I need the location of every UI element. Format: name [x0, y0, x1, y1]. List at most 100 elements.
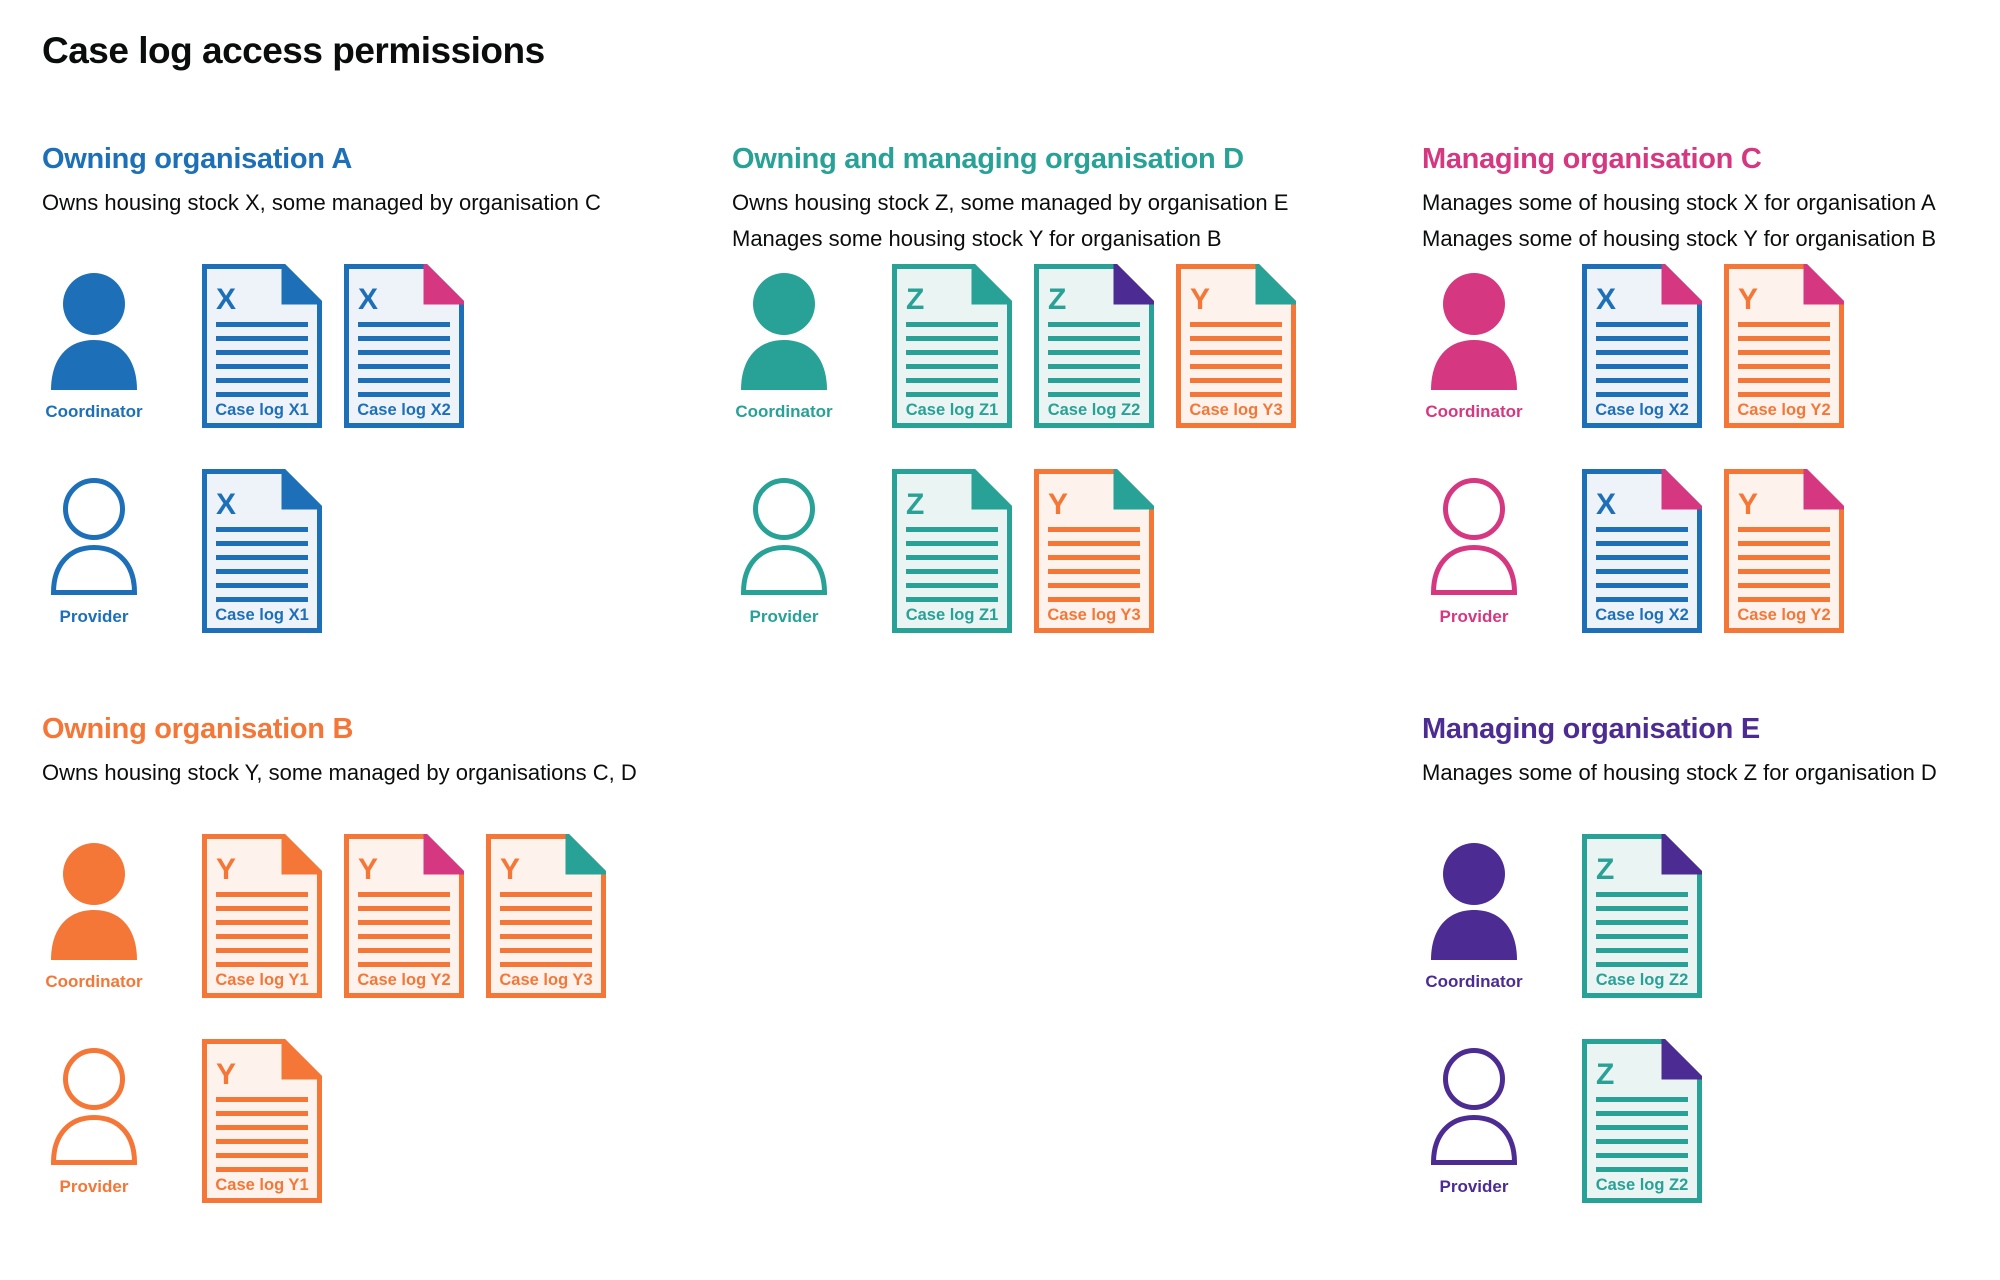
document-fold-corner	[1113, 264, 1154, 305]
provider-cell: Provider	[1422, 1039, 1560, 1203]
org-section-owning-organisation-b: Owning organisation B Owns housing stock …	[42, 712, 702, 1272]
document-text-line	[906, 392, 998, 397]
document-text-line	[1190, 378, 1282, 383]
role-label: Provider	[1439, 607, 1509, 626]
document-page	[1724, 469, 1844, 633]
case-log-label: Case log Y1	[215, 1176, 308, 1194]
document-text-line	[906, 322, 998, 327]
org-description-line: Manages some housing stock Y for organis…	[732, 226, 1222, 251]
document-fold-corner	[1661, 1039, 1702, 1080]
case-log-label: Case log X1	[215, 606, 309, 624]
document-text-line	[216, 336, 308, 341]
stock-letter: Z	[906, 488, 924, 521]
stock-letter: X	[1596, 488, 1616, 521]
document-page	[202, 469, 322, 633]
coordinator-row: Coordinator X Case log X1 X Case log X2	[42, 264, 464, 428]
document-text-line	[1048, 350, 1140, 355]
document-text-line	[1048, 392, 1140, 397]
coordinator-cell: Coordinator	[42, 834, 180, 998]
document-text-line	[216, 378, 308, 383]
document-text-line	[1738, 336, 1830, 341]
document-text-line	[1596, 541, 1688, 546]
document-text-line	[906, 597, 998, 602]
document-text-line	[500, 892, 592, 897]
document-page	[1582, 469, 1702, 633]
document-text-line	[1596, 569, 1688, 574]
document-text-line	[906, 527, 998, 532]
document-text-line	[1596, 1125, 1688, 1130]
document-text-line	[216, 555, 308, 560]
document-text-line	[1596, 322, 1688, 327]
org-description-line: Manages some of housing stock Y for orga…	[1422, 226, 1937, 251]
document-page	[344, 834, 464, 998]
document-text-line	[906, 583, 998, 588]
document-page	[202, 264, 322, 428]
case-log-label: Case log X1	[215, 401, 309, 419]
case-log-document-icon: Z Case log Z1	[892, 264, 1012, 428]
document-text-line	[500, 906, 592, 911]
document-text-line	[358, 934, 450, 939]
document-fold-corner	[281, 264, 322, 305]
case-log-label: Case log X2	[1595, 606, 1689, 624]
case-log-label: Case log Y2	[1737, 401, 1830, 419]
org-description-line: Owns housing stock Y, some managed by or…	[42, 760, 637, 785]
provider-cell: Provider	[732, 469, 870, 633]
provider-person-icon	[740, 478, 828, 595]
stock-letter: Z	[1596, 1058, 1614, 1091]
provider-row: Provider Z Case log Z1 Y Case log Y3	[732, 469, 1154, 633]
document-page	[1034, 469, 1154, 633]
document-text-line	[1596, 350, 1688, 355]
case-log-label: Case log Z2	[1596, 1176, 1689, 1194]
role-label: Provider	[749, 607, 819, 626]
document-text-line	[1048, 597, 1140, 602]
case-log-label: Case log Y1	[215, 971, 308, 989]
document-fold-corner	[565, 834, 606, 875]
document-text-line	[358, 350, 450, 355]
document-page	[1176, 264, 1296, 428]
case-log-label: Case log Y3	[1047, 606, 1140, 624]
coordinator-person-icon	[51, 273, 137, 390]
coordinator-person-icon	[1431, 843, 1517, 960]
document-page	[344, 264, 464, 428]
coordinator-row: Coordinator Z Case log Z2	[1422, 834, 1702, 998]
case-log-document-icon: X Case log X1	[202, 264, 322, 428]
role-label: Provider	[59, 1177, 129, 1196]
document-text-line	[1738, 350, 1830, 355]
document-text-line	[906, 336, 998, 341]
org-section-description: Owns housing stock X, some managed by or…	[42, 189, 702, 217]
role-label: Provider	[1439, 1177, 1509, 1196]
document-page	[486, 834, 606, 998]
case-log-document-icon: X Case log X2	[344, 264, 464, 428]
org-section-description: Manages some of housing stock X for orga…	[1422, 189, 2000, 253]
case-log-document-icon: X Case log X1	[202, 469, 322, 633]
document-text-line	[216, 350, 308, 355]
org-section-managing-organisation-e: Managing organisation E Manages some of h…	[1422, 712, 2000, 1272]
org-section-title: Owning and managing organisation D	[732, 143, 1244, 175]
document-fold-corner	[1113, 469, 1154, 510]
document-text-line	[358, 892, 450, 897]
document-text-line	[1596, 892, 1688, 897]
org-section-managing-organisation-c: Managing organisation C Manages some of h…	[1422, 142, 2000, 702]
coordinator-cell: Coordinator	[1422, 264, 1560, 428]
stock-letter: Y	[1190, 283, 1210, 316]
document-text-line	[216, 934, 308, 939]
case-log-label: Case log X2	[357, 401, 451, 419]
document-text-line	[906, 378, 998, 383]
org-section-owning-organisation-a: Owning organisation A Owns housing stock …	[42, 142, 702, 702]
role-label: Coordinator	[735, 402, 833, 421]
stock-letter: Y	[216, 853, 236, 886]
document-text-line	[1048, 336, 1140, 341]
case-log-document-icon: Y Case log Y2	[1724, 469, 1844, 633]
document-text-line	[1738, 569, 1830, 574]
document-text-line	[216, 541, 308, 546]
document-text-line	[216, 392, 308, 397]
stock-letter: X	[216, 488, 236, 521]
document-text-line	[1048, 322, 1140, 327]
document-text-line	[1596, 336, 1688, 341]
org-section-title: Owning organisation A	[42, 143, 353, 175]
provider-row: Provider X Case log X1	[42, 469, 322, 633]
document-text-line	[216, 322, 308, 327]
case-log-label: Case log Z2	[1596, 971, 1689, 989]
document-page	[892, 264, 1012, 428]
